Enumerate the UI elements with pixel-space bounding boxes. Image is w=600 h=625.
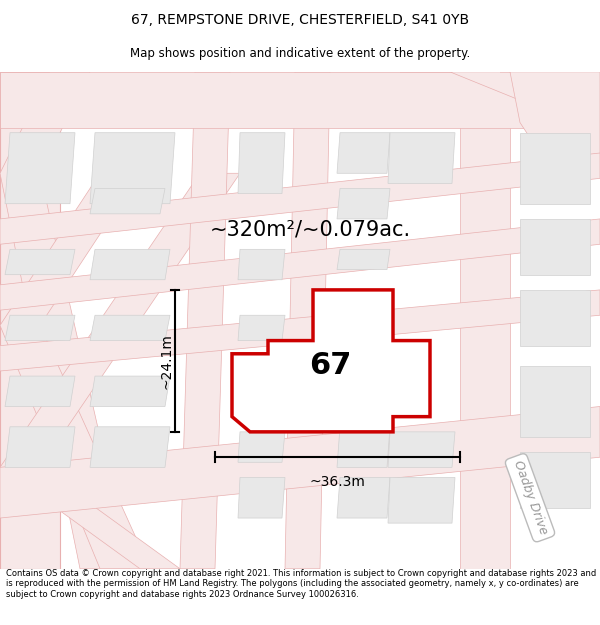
Polygon shape bbox=[90, 132, 175, 204]
Polygon shape bbox=[238, 132, 285, 194]
Polygon shape bbox=[337, 427, 390, 468]
Text: Contains OS data © Crown copyright and database right 2021. This information is : Contains OS data © Crown copyright and d… bbox=[6, 569, 596, 599]
Polygon shape bbox=[520, 290, 590, 346]
Polygon shape bbox=[388, 478, 455, 523]
Polygon shape bbox=[520, 219, 590, 274]
Polygon shape bbox=[337, 132, 390, 173]
Polygon shape bbox=[90, 189, 165, 214]
Polygon shape bbox=[0, 219, 600, 310]
Polygon shape bbox=[337, 249, 390, 269]
Polygon shape bbox=[337, 189, 390, 219]
Polygon shape bbox=[0, 406, 600, 518]
Polygon shape bbox=[337, 478, 390, 518]
Polygon shape bbox=[0, 72, 130, 569]
Polygon shape bbox=[0, 72, 600, 127]
Polygon shape bbox=[5, 249, 75, 274]
Polygon shape bbox=[0, 72, 60, 569]
Polygon shape bbox=[232, 290, 430, 432]
Polygon shape bbox=[520, 366, 590, 437]
Text: Map shows position and indicative extent of the property.: Map shows position and indicative extent… bbox=[130, 48, 470, 61]
Polygon shape bbox=[90, 249, 170, 280]
Polygon shape bbox=[0, 153, 600, 244]
Polygon shape bbox=[5, 315, 75, 341]
Polygon shape bbox=[5, 132, 75, 204]
Polygon shape bbox=[520, 452, 590, 508]
Polygon shape bbox=[180, 72, 230, 569]
Text: 67: 67 bbox=[309, 351, 351, 381]
Polygon shape bbox=[238, 376, 285, 406]
Text: Oadby Drive: Oadby Drive bbox=[511, 459, 550, 537]
Polygon shape bbox=[388, 432, 455, 468]
Polygon shape bbox=[460, 72, 510, 569]
Text: 67, REMPSTONE DRIVE, CHESTERFIELD, S41 0YB: 67, REMPSTONE DRIVE, CHESTERFIELD, S41 0… bbox=[131, 13, 469, 27]
Polygon shape bbox=[0, 290, 600, 371]
Polygon shape bbox=[90, 427, 170, 468]
Polygon shape bbox=[238, 249, 285, 280]
Polygon shape bbox=[285, 72, 330, 569]
Polygon shape bbox=[520, 132, 590, 204]
Polygon shape bbox=[90, 315, 170, 341]
Polygon shape bbox=[0, 173, 240, 569]
Polygon shape bbox=[388, 132, 455, 183]
Polygon shape bbox=[238, 315, 285, 341]
Polygon shape bbox=[5, 427, 75, 468]
Text: ~24.1m: ~24.1m bbox=[160, 333, 174, 389]
Text: ~36.3m: ~36.3m bbox=[310, 476, 365, 489]
Text: ~320m²/~0.079ac.: ~320m²/~0.079ac. bbox=[209, 219, 410, 239]
Polygon shape bbox=[238, 478, 285, 518]
Polygon shape bbox=[0, 173, 150, 569]
Polygon shape bbox=[500, 72, 600, 173]
Polygon shape bbox=[238, 432, 285, 462]
Polygon shape bbox=[5, 376, 75, 406]
Polygon shape bbox=[400, 72, 600, 132]
Polygon shape bbox=[90, 376, 170, 406]
